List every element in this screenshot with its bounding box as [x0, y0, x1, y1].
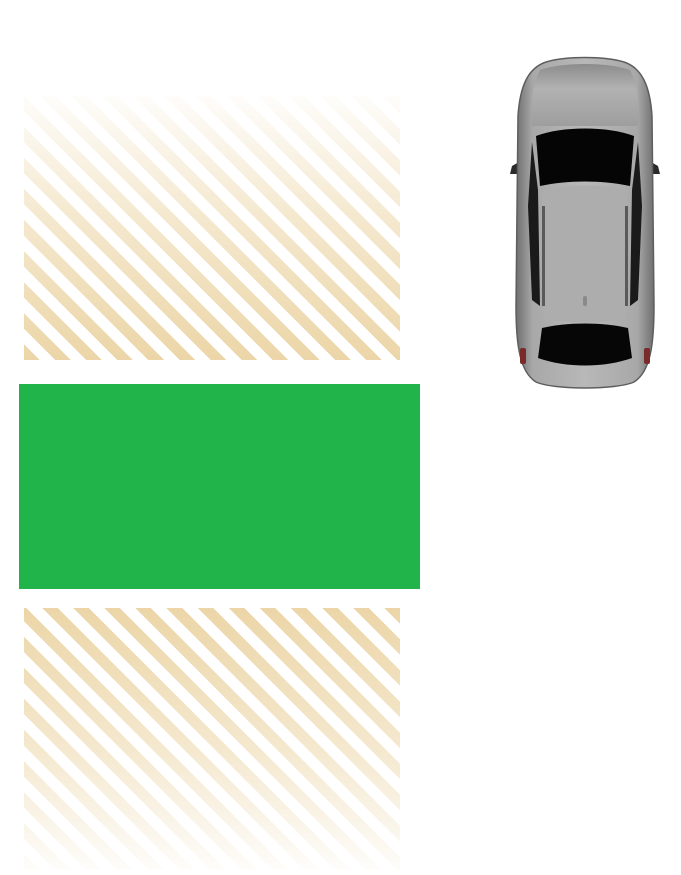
left-tail-light — [520, 348, 526, 364]
car-top-view-icon[interactable] — [506, 56, 664, 392]
rear-window — [538, 323, 632, 366]
left-side-window — [528, 142, 540, 306]
hatched-area-bottom — [24, 608, 400, 870]
right-tail-light — [644, 348, 650, 364]
hatched-area-top — [24, 96, 400, 360]
windshield — [536, 128, 634, 186]
parking-slot[interactable] — [19, 384, 420, 589]
car-roof — [542, 185, 628, 323]
left-roof-rail — [542, 206, 545, 306]
car-hood — [531, 64, 639, 126]
right-side-window — [630, 142, 642, 306]
right-roof-rail — [625, 206, 628, 306]
antenna — [583, 296, 587, 306]
